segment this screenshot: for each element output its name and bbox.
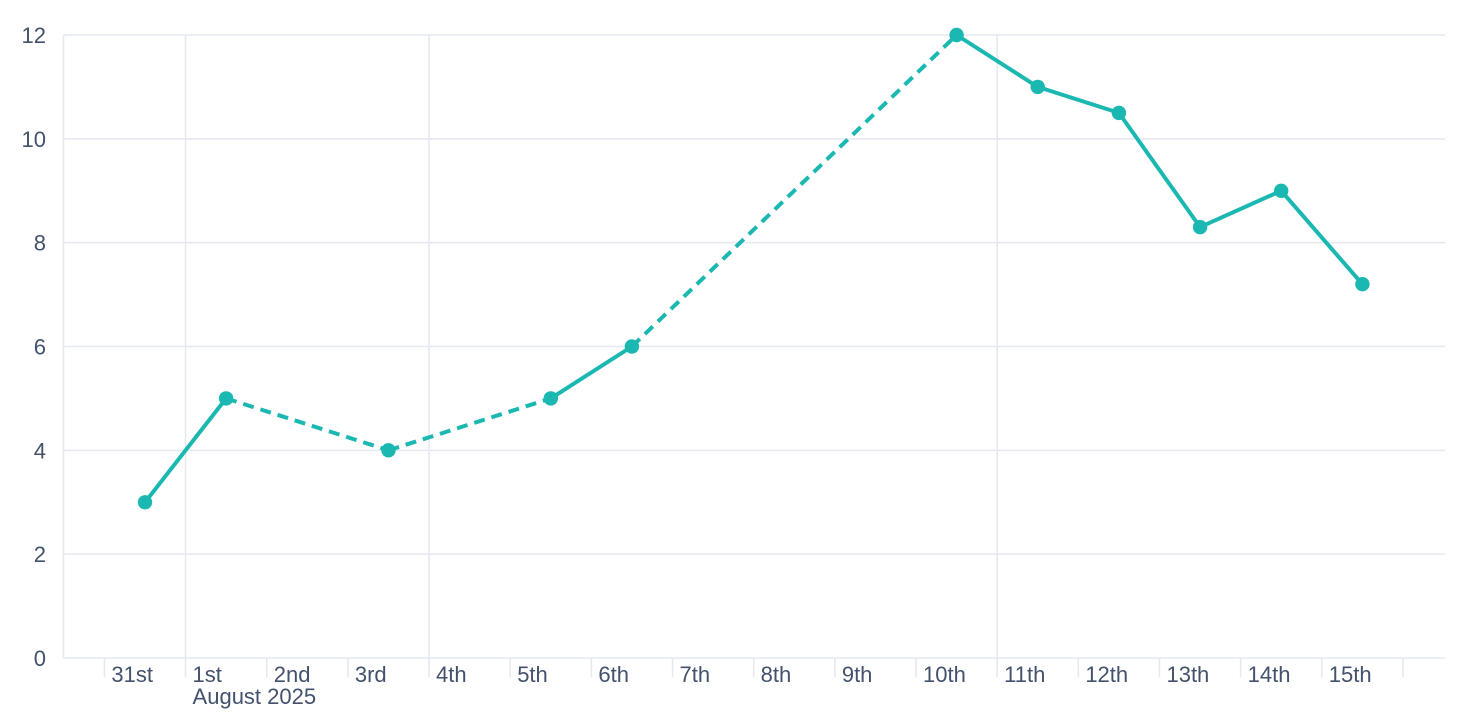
data-point-10th[interactable] <box>949 27 964 43</box>
y-label-4: 4 <box>34 438 46 463</box>
data-point-14th[interactable] <box>1274 183 1289 198</box>
y-label-12: 12 <box>22 23 46 48</box>
x-label-2nd: 2nd <box>274 662 311 687</box>
x-label-10th: 10th <box>923 662 966 687</box>
y-label-6: 6 <box>34 335 46 360</box>
y-label-10: 10 <box>22 127 46 152</box>
x-label-5th: 5th <box>517 662 548 687</box>
data-point-13th[interactable] <box>1192 219 1208 235</box>
x-label-15th: 15th <box>1329 662 1372 687</box>
y-label-0: 0 <box>34 646 46 671</box>
y-label-8: 8 <box>34 231 46 256</box>
x-label-11th: 11th <box>1004 662 1045 687</box>
x-label-8th: 8th <box>761 662 792 687</box>
x-label-12th: 12th <box>1085 662 1128 687</box>
x-label-3rd: 3rd <box>355 662 387 687</box>
x-label-7th: 7th <box>680 662 711 687</box>
series-line-solid <box>143 33 1365 505</box>
data-point-5th[interactable] <box>543 391 558 406</box>
x-label-13th: 13th <box>1166 662 1209 687</box>
data-point-31st[interactable] <box>137 495 153 510</box>
x-label-31st: 31st <box>111 662 153 687</box>
data-point-6th[interactable] <box>624 339 640 354</box>
x-label-1st: 1st <box>193 662 222 687</box>
data-point-15th[interactable] <box>1355 277 1370 292</box>
data-point-11th[interactable] <box>1030 79 1045 95</box>
x-label-14th: 14th <box>1248 662 1291 687</box>
series-line-dashed-gap <box>225 33 958 453</box>
y-label-2: 2 <box>34 542 46 567</box>
data-point-3rd[interactable] <box>381 443 396 458</box>
data-point-1st[interactable] <box>218 391 234 406</box>
x-axis-month-label: August 2025 <box>193 684 317 709</box>
x-label-6th: 6th <box>598 662 629 687</box>
x-label-4th: 4th <box>436 662 467 687</box>
x-label-9th: 9th <box>842 662 873 687</box>
data-point-12th[interactable] <box>1111 105 1127 121</box>
